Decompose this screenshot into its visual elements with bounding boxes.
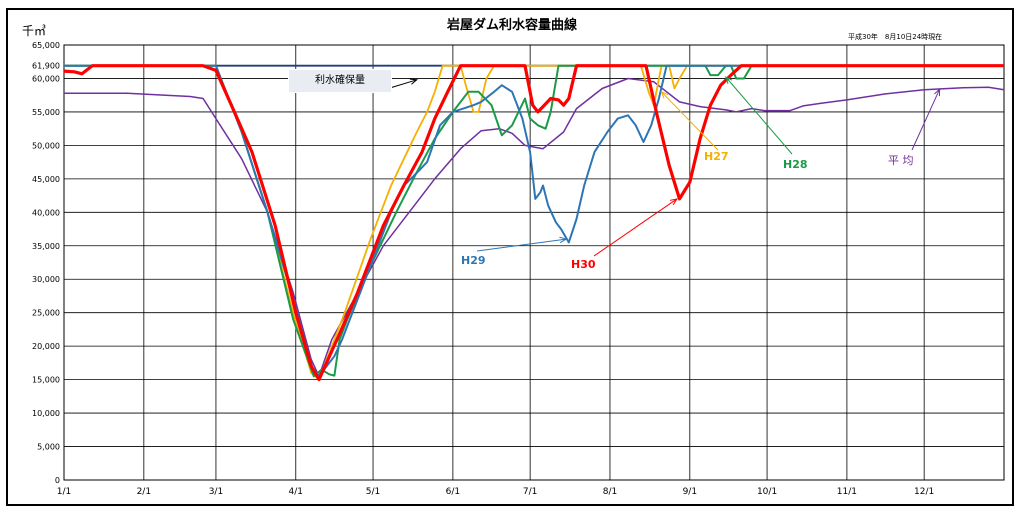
annotation-label-h28: H28 [783,158,808,171]
y-tick-label: 0 [55,476,60,485]
series-line-h27 [64,64,1004,381]
series-layer [63,64,1005,382]
plot-area [63,44,1005,481]
y-tick-label: 5,000 [37,443,60,452]
ref-tick-label: 61,900 [32,62,60,71]
x-tick-label: 7/1 [523,487,537,497]
annotation-arrow-h29 [476,238,567,252]
y-tick-label: 65,000 [32,41,60,50]
y-tick-label: 25,000 [32,309,60,318]
x-tick-label: 3/1 [209,487,223,497]
annotation-label-h27: H27 [704,150,729,163]
as-of-date: 平成30年 8月10日24時現在 [848,33,943,41]
grid [63,44,1005,481]
x-tick-label: 2/1 [137,487,151,497]
y-tick-label: 15,000 [32,376,60,385]
annotation-arrowhead-heikin [934,88,941,97]
annotation-label-heikin: 平 均 [888,154,914,167]
annotation-arrow-h30 [593,198,678,257]
y-tick-label: 45,000 [32,175,60,184]
annotation-arrowhead-h29 [559,236,568,244]
annotation-arrow-heikin [911,88,941,151]
x-tick-label: 9/1 [683,487,697,497]
x-tick-label: 1/1 [57,487,71,497]
callout-arrowhead [409,78,419,85]
y-tick-label: 40,000 [32,208,60,217]
x-tick-label: 12/1 [914,487,934,497]
y-tick-label: 30,000 [32,275,60,284]
annotation-arrow-h27 [661,91,719,151]
annotation-label-h29: H29 [461,254,486,267]
x-tick-label: 6/1 [446,487,460,497]
x-tick-label: 8/1 [603,487,617,497]
x-tick-label: 11/1 [837,487,857,497]
y-tick-label: 55,000 [32,108,60,117]
annotation-label-h30: H30 [571,258,596,271]
axis-labels: 0 5,000 10,000 15,000 20,000 25,000 30,000 35,0… [32,41,934,497]
x-tick-label: 5/1 [366,487,380,497]
kakuho-callout: 利水確保量 [288,69,392,93]
annotation-arrow-h28 [725,76,793,155]
annotation-arrowhead-h30 [669,198,678,206]
annotation-arrowhead-h28 [725,76,733,84]
y-tick-label: 35,000 [32,242,60,251]
x-tick-label: 4/1 [289,487,303,497]
series-line-h30 [63,64,1004,382]
y-tick-label: 60,000 [32,74,60,83]
annotation-arrowhead-h27 [660,90,669,99]
x-tick-label: 10/1 [757,487,777,497]
y-tick-label: 20,000 [32,342,60,351]
annotation-layer: H27 H28 H29 H30 平 均 [379,76,941,271]
y-tick-label: 10,000 [32,409,60,418]
chart-title: 岩屋ダム利水容量曲線 [446,18,577,33]
y-tick-label: 50,000 [32,141,60,150]
unit-label: 千㎥ [22,24,47,38]
series-line-h29 [64,64,1004,378]
